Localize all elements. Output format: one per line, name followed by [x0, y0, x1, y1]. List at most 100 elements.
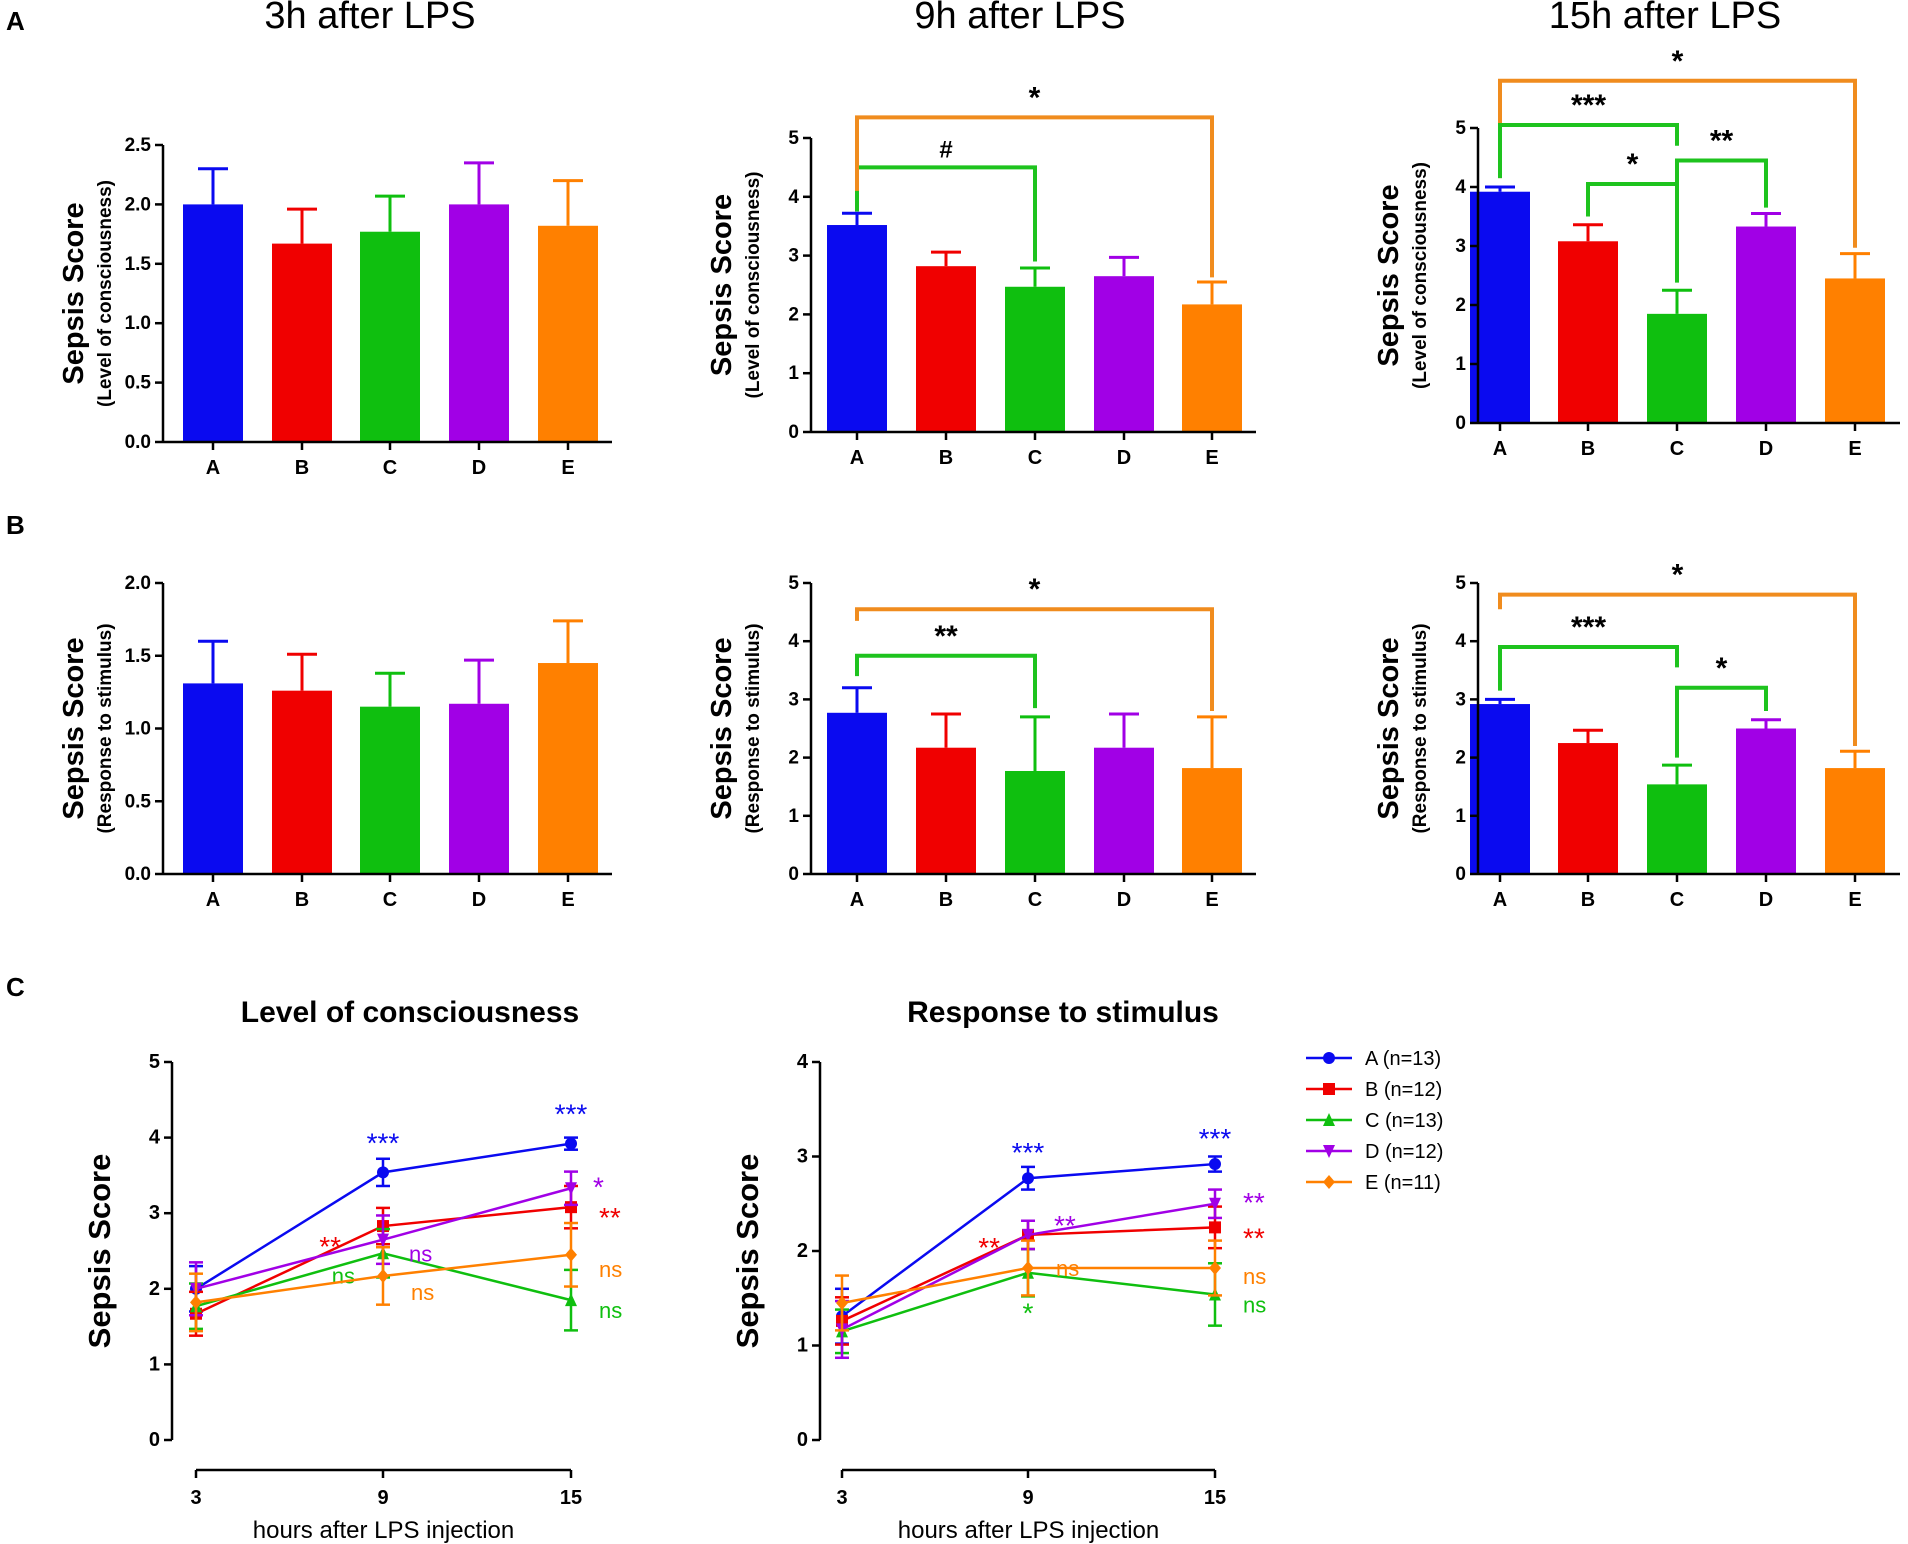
- data-point-B: [1209, 1221, 1221, 1234]
- chart-title: 9h after LPS: [914, 0, 1125, 37]
- significance-label: **: [1710, 124, 1734, 157]
- bar-D: [1094, 276, 1154, 432]
- y-tick-label: 0: [149, 1429, 160, 1451]
- x-axis-label: hours after LPS injection: [898, 1517, 1159, 1544]
- legend-item-D: D (n=12): [1306, 1141, 1443, 1163]
- x-tick-label: D: [1759, 889, 1773, 911]
- y-tick-label: 5: [1455, 573, 1466, 594]
- x-tick-label: 9: [1022, 1487, 1033, 1509]
- y-tick-label: 1: [797, 1335, 808, 1357]
- series-E: ns ns: [835, 1239, 1266, 1332]
- legend-label-A: A (n=13): [1365, 1048, 1441, 1070]
- y-axis-label: Sepsis Score: [706, 194, 738, 376]
- significance-bracket: [1675, 158, 1768, 208]
- legend-marker-E: [1323, 1175, 1335, 1189]
- bar-C: [1005, 770, 1065, 874]
- data-point-E: [1022, 1261, 1034, 1276]
- x-tick-label: 15: [1204, 1487, 1226, 1509]
- x-tick-label: A: [850, 889, 864, 911]
- chart-title: 15h after LPS: [1549, 0, 1781, 37]
- x-tick-label: A: [206, 889, 220, 911]
- bar-D: [1736, 728, 1796, 874]
- bar-B: [1558, 743, 1618, 874]
- legend-label-E: E (n=11): [1365, 1172, 1441, 1194]
- legend-item-B: B (n=12): [1306, 1079, 1442, 1101]
- significance-bracket: [1498, 123, 1679, 179]
- data-point-A: [565, 1137, 577, 1150]
- bar-A: [183, 683, 243, 874]
- chart-A3: 15h after LPS Sepsis Score (Level of consc…: [1373, 0, 1900, 460]
- y-axis-label: Sepsis Score: [730, 1154, 765, 1349]
- x-tick-label: A: [1493, 889, 1507, 911]
- y-tick-label: 4: [1455, 177, 1466, 198]
- significance-label-A: ***: [555, 1099, 588, 1130]
- y-tick-label: 1: [1455, 806, 1466, 827]
- series-E: ns ns: [189, 1221, 622, 1333]
- significance-label-B: **: [599, 1202, 621, 1233]
- x-tick-label: D: [1117, 447, 1131, 469]
- y-tick-label: 3: [788, 246, 799, 267]
- significance-bracket: [1586, 182, 1679, 283]
- x-tick-label: D: [472, 889, 486, 911]
- data-point-D: [1022, 1228, 1034, 1242]
- chart-A2: 9h after LPS Sepsis Score (Level of consci…: [706, 0, 1256, 469]
- legend-marker-C: [1323, 1113, 1335, 1126]
- bar-A: [827, 712, 887, 874]
- y-tick-label: 0.5: [125, 373, 152, 394]
- significance-label-D: ns: [409, 1242, 432, 1267]
- y-tick-label: 0: [1455, 864, 1466, 885]
- significance-label: ***: [1571, 611, 1606, 644]
- significance-label: *: [1029, 81, 1041, 114]
- y-axis-sublabel: (Response to stimulus): [1410, 623, 1431, 833]
- y-tick-label: 1: [1455, 354, 1466, 375]
- significance-label: *: [1029, 573, 1041, 606]
- significance-label-C: ns: [332, 1263, 355, 1288]
- significance-label-E: ns: [599, 1257, 622, 1282]
- significance-label-D: **: [1054, 1210, 1076, 1241]
- chart-C2: Response to stimulus Sepsis Score 0 1 2 3 4 3 9 1…: [730, 996, 1266, 1544]
- bar-C: [1005, 286, 1065, 432]
- data-point-D: [565, 1182, 577, 1196]
- y-tick-label: 0: [797, 1429, 808, 1451]
- data-point-E: [377, 1268, 389, 1283]
- x-tick-label: E: [1848, 889, 1861, 911]
- x-tick-label: A: [850, 447, 864, 469]
- y-tick-label: 2: [788, 304, 799, 325]
- y-tick-label: 5: [149, 1051, 160, 1073]
- y-tick-label: 2: [149, 1278, 160, 1300]
- x-tick-label: 9: [377, 1487, 388, 1509]
- bar-D: [449, 204, 509, 442]
- x-tick-label: B: [1581, 438, 1595, 460]
- significance-label-A: ***: [1012, 1137, 1045, 1168]
- significance-bracket: [1675, 685, 1768, 758]
- x-tick-label: E: [561, 889, 574, 911]
- x-tick-label: C: [1028, 447, 1042, 469]
- bar-B: [1558, 241, 1618, 423]
- x-tick-label: A: [1493, 438, 1507, 460]
- data-point-E: [565, 1247, 577, 1262]
- panel-label-a: A: [6, 6, 25, 36]
- legend-item-E: E (n=11): [1306, 1172, 1441, 1194]
- y-tick-label: 1: [788, 363, 799, 384]
- chart-B3: Sepsis Score (Response to stimulus) A B C D E 0…: [1373, 559, 1900, 911]
- y-tick-label: 1.5: [125, 254, 152, 275]
- x-tick-label: 3: [836, 1487, 847, 1509]
- y-axis-label: Sepsis Score: [1373, 637, 1405, 819]
- y-tick-label: 3: [149, 1202, 160, 1224]
- significance-bracket: [855, 115, 1214, 278]
- significance-label-A: ***: [367, 1127, 400, 1158]
- series-B: ** **: [189, 1184, 621, 1337]
- x-tick-label: B: [295, 457, 309, 479]
- bar-D: [1736, 226, 1796, 423]
- bar-B: [916, 747, 976, 874]
- bar-E: [538, 225, 598, 442]
- significance-bracket: [855, 653, 1037, 709]
- legend-marker-A: [1323, 1052, 1335, 1064]
- data-point-C: [565, 1293, 577, 1307]
- significance-bracket: [1498, 592, 1857, 746]
- significance-label: *: [1716, 652, 1728, 685]
- bar-E: [1182, 768, 1242, 874]
- panel-label-b: B: [6, 510, 25, 540]
- y-axis-sublabel: (Level of consciousness): [743, 171, 764, 398]
